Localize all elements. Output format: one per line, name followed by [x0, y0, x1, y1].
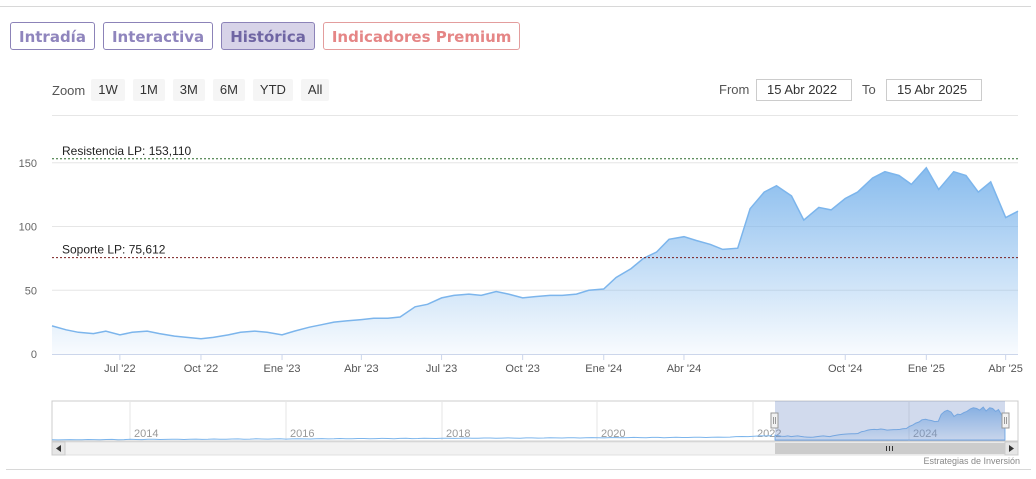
from-date-input[interactable]: 15 Abr 2022	[756, 79, 852, 101]
arrow-right-icon	[1009, 445, 1014, 452]
to-label: To	[862, 82, 876, 97]
navigator-grid: 201420162018202020222024	[129, 401, 937, 441]
x-tick-label: Ene '24	[585, 363, 622, 375]
bottom-divider	[6, 469, 1031, 470]
navigator-series	[51, 435, 773, 441]
navigator-selection-mask[interactable]	[775, 401, 1005, 441]
y-tick-label: 0	[31, 349, 37, 361]
navigator[interactable]: 201420162018202020222024	[51, 400, 1019, 442]
reference-lines: Resistencia LP: 153,110 Soporte LP: 75,61…	[52, 144, 1018, 259]
y-tick-label: 50	[25, 285, 37, 297]
chart-credit[interactable]: Estrategias de Inversión	[923, 456, 1020, 466]
tab-indicadores-premium[interactable]: Indicadores Premium	[322, 22, 521, 50]
view-tabs: Intradía Interactiva Histórica Indicador…	[10, 22, 521, 50]
x-tick-label: Abr '23	[344, 363, 379, 375]
zoom-6m-button[interactable]: 6M	[212, 79, 245, 101]
x-tick-label: Ene '25	[908, 363, 945, 375]
tab-intradia[interactable]: Intradía	[10, 22, 95, 50]
zoom-all-button[interactable]: All	[300, 79, 330, 101]
tab-historica[interactable]: Histórica	[221, 22, 315, 50]
y-axis: 0 50 100 150	[19, 158, 37, 361]
navigator-right-handle[interactable]	[1001, 412, 1010, 429]
x-tick-label: Abr '25	[988, 363, 1023, 375]
tab-interactiva[interactable]: Interactiva	[102, 22, 214, 50]
x-tick-label: Jul '22	[104, 363, 135, 375]
navigator-year-label: 2014	[134, 428, 158, 440]
navigator-scrollbar[interactable]	[51, 441, 1019, 456]
zoom-label: Zoom	[52, 82, 86, 98]
top-divider	[0, 6, 1031, 7]
zoom-ytd-button[interactable]: YTD	[252, 79, 293, 101]
x-tick-label: Oct '22	[184, 363, 219, 375]
toolbar-divider	[52, 115, 1018, 116]
zoom-1m-button[interactable]: 1M	[132, 79, 165, 101]
x-tick-label: Abr '24	[667, 363, 702, 375]
y-tick-label: 150	[19, 158, 37, 170]
zoom-selector: Zoom 1W 1M 3M 6M YTD All	[52, 79, 337, 101]
x-tick-label: Ene '23	[264, 363, 301, 375]
navigator-year-label: 2020	[601, 428, 625, 440]
navigator-year-label: 2016	[290, 428, 314, 440]
zoom-3m-button[interactable]: 3M	[172, 79, 205, 101]
series-area-fill	[52, 167, 1018, 354]
navigator-left-handle[interactable]	[770, 412, 779, 429]
series-area	[51, 166, 1019, 355]
series-line	[51, 166, 1019, 340]
resistance-label: Resistencia LP: 153,110	[62, 144, 192, 158]
support-label: Soporte LP: 75,612	[62, 243, 166, 257]
x-tick-label: Jul '23	[426, 363, 457, 375]
y-tick-label: 100	[19, 222, 37, 234]
from-label: From	[719, 82, 750, 97]
x-tick-label: Oct '23	[505, 363, 540, 375]
arrow-left-icon	[56, 445, 61, 452]
x-axis: Jul '22 Oct '22 Ene '23 Abr '23 Jul '23 Oct '…	[104, 354, 1023, 375]
zoom-1w-button[interactable]: 1W	[91, 79, 125, 101]
navigator-selected-series	[774, 406, 1006, 441]
navigator-year-label: 2018	[446, 428, 470, 440]
x-tick-label: Oct '24	[828, 363, 863, 375]
to-date-input[interactable]: 15 Abr 2025	[886, 79, 982, 101]
